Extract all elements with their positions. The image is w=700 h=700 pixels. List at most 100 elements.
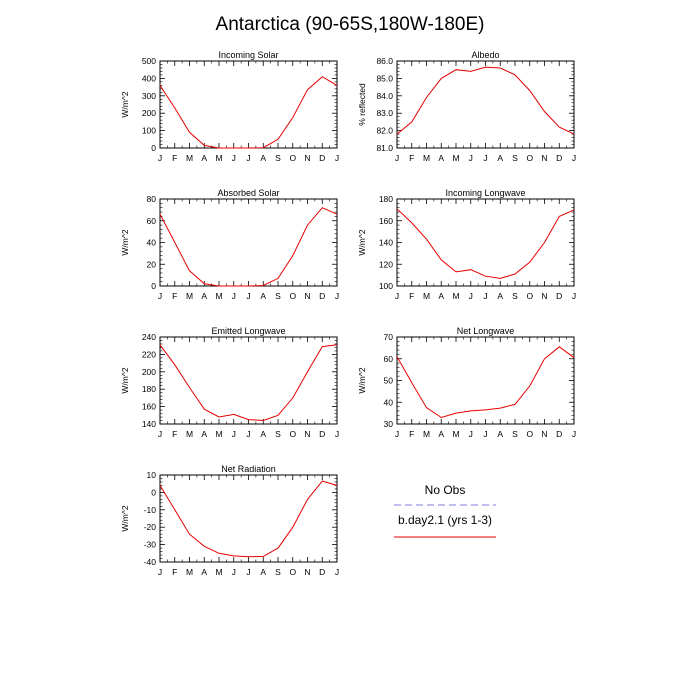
y-tick-label: 400 — [142, 73, 156, 83]
x-tick-label: J — [572, 429, 576, 439]
x-tick-label: S — [512, 291, 518, 301]
y-axis-label: % reflected — [357, 83, 367, 126]
y-tick-label: 300 — [142, 91, 156, 101]
x-tick-label: S — [275, 429, 281, 439]
plot-frame — [159, 336, 338, 425]
x-tick-label: M — [186, 567, 193, 577]
legend: No Obs b.day2.1 (yrs 1-3) — [394, 483, 496, 538]
x-tick-label: A — [497, 291, 503, 301]
series-line — [396, 346, 575, 419]
x-tick-label: M — [186, 291, 193, 301]
x-tick-label: J — [572, 153, 576, 163]
x-tick-label: O — [289, 291, 296, 301]
x-tick-label: M — [186, 429, 193, 439]
x-tick-label: F — [409, 429, 414, 439]
panel-title: Emitted Longwave — [211, 326, 285, 336]
x-tick-label: D — [319, 291, 325, 301]
y-tick-label: 180 — [142, 384, 156, 394]
x-tick-label: A — [260, 153, 266, 163]
y-tick-label: 83.0 — [376, 108, 393, 118]
x-tick-label: N — [304, 153, 310, 163]
x-tick-label: J — [158, 291, 162, 301]
x-tick-label: J — [395, 429, 399, 439]
x-tick-label: J — [469, 429, 473, 439]
x-tick-label: F — [172, 291, 177, 301]
x-tick-label: J — [158, 429, 162, 439]
x-tick-label: M — [452, 429, 459, 439]
panel-title: Absorbed Solar — [217, 188, 279, 198]
x-tick-label: N — [541, 291, 547, 301]
x-tick-label: J — [246, 291, 250, 301]
series-line — [396, 66, 575, 135]
panel-title: Incoming Solar — [218, 50, 278, 60]
x-tick-label: F — [409, 291, 414, 301]
x-tick-label: A — [260, 429, 266, 439]
x-tick-label: D — [556, 429, 562, 439]
x-tick-label: J — [483, 429, 487, 439]
x-tick-label: A — [201, 291, 207, 301]
y-tick-label: 20 — [147, 259, 157, 269]
y-tick-label: 0 — [151, 143, 156, 153]
y-tick-label: 140 — [379, 238, 393, 248]
x-tick-label: O — [289, 567, 296, 577]
y-tick-label: 200 — [142, 367, 156, 377]
y-tick-label: 120 — [379, 259, 393, 269]
x-tick-label: J — [232, 429, 236, 439]
x-tick-label: J — [158, 567, 162, 577]
x-tick-label: O — [526, 291, 533, 301]
y-tick-label: 100 — [142, 126, 156, 136]
x-tick-label: S — [275, 567, 281, 577]
y-axis-label: W/m^2 — [120, 505, 130, 531]
x-tick-label: J — [483, 291, 487, 301]
y-tick-label: 82.0 — [376, 126, 393, 136]
x-tick-label: J — [158, 153, 162, 163]
x-tick-label: N — [541, 153, 547, 163]
x-tick-label: A — [260, 567, 266, 577]
x-tick-label: A — [438, 291, 444, 301]
y-axis-label: W/m^2 — [120, 367, 130, 393]
x-tick-label: F — [172, 153, 177, 163]
x-tick-label: O — [526, 429, 533, 439]
panel-title: Albedo — [471, 50, 499, 60]
y-tick-label: 500 — [142, 56, 156, 66]
x-tick-label: D — [319, 153, 325, 163]
y-tick-label: -10 — [144, 505, 157, 515]
legend-label-model: b.day2.1 (yrs 1-3) — [398, 513, 492, 527]
x-tick-label: D — [319, 567, 325, 577]
figure-title: Antarctica (90-65S,180W-180E) — [216, 14, 485, 35]
y-axis-label: W/m^2 — [357, 229, 367, 255]
x-tick-label: A — [201, 429, 207, 439]
y-tick-label: 60 — [384, 354, 394, 364]
x-tick-label: A — [438, 153, 444, 163]
x-tick-label: A — [201, 153, 207, 163]
series-line — [159, 480, 338, 558]
x-tick-label: F — [172, 429, 177, 439]
x-tick-label: M — [423, 429, 430, 439]
x-tick-label: J — [335, 291, 339, 301]
x-tick-label: M — [215, 291, 222, 301]
y-tick-label: 160 — [379, 216, 393, 226]
y-tick-label: 40 — [384, 397, 394, 407]
y-tick-label: 10 — [147, 470, 157, 480]
x-tick-label: M — [215, 429, 222, 439]
y-tick-label: 200 — [142, 108, 156, 118]
series-line — [159, 344, 338, 422]
x-tick-label: J — [232, 567, 236, 577]
x-tick-label: O — [526, 153, 533, 163]
x-tick-label: D — [556, 153, 562, 163]
y-tick-label: -40 — [144, 557, 157, 567]
plot-frame — [159, 60, 338, 149]
x-tick-label: M — [186, 153, 193, 163]
x-tick-label: A — [438, 429, 444, 439]
x-tick-label: M — [423, 153, 430, 163]
y-tick-label: -20 — [144, 522, 157, 532]
x-tick-label: A — [201, 567, 207, 577]
y-tick-label: 40 — [147, 238, 157, 248]
plot-frame — [396, 336, 575, 425]
y-tick-label: 240 — [142, 332, 156, 342]
